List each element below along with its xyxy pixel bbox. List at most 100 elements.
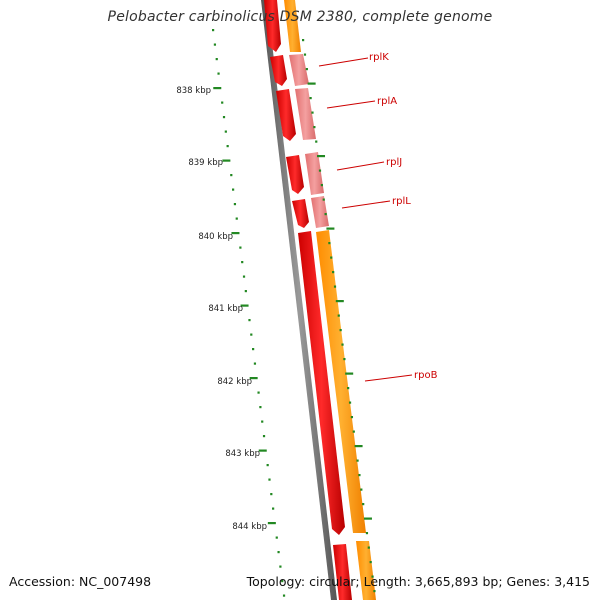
minor-tick xyxy=(261,420,264,423)
minor-tick xyxy=(365,532,369,535)
minor-tick xyxy=(224,130,227,133)
major-tick xyxy=(317,155,326,158)
major-tick xyxy=(267,522,276,525)
minor-tick xyxy=(313,126,316,129)
feature-block-rplL xyxy=(311,196,329,228)
major-tick xyxy=(363,517,372,520)
minor-tick xyxy=(332,271,335,274)
cds-arrow-rplJ xyxy=(286,155,304,194)
minor-tick xyxy=(235,217,238,220)
minor-tick xyxy=(333,285,337,288)
minor-tick xyxy=(212,29,215,32)
minor-tick xyxy=(341,343,344,346)
minor-tick xyxy=(330,256,333,259)
minor-tick xyxy=(348,401,352,404)
minor-tick xyxy=(244,290,247,293)
accession-text: Accession: NC_007498 xyxy=(9,574,152,589)
major-tick xyxy=(231,232,240,235)
cds-arrow xyxy=(333,544,352,600)
major-tick xyxy=(213,87,222,90)
major-tick xyxy=(354,445,363,448)
ruler-ticks-outer xyxy=(302,39,376,593)
leader-line-rplA xyxy=(326,100,376,109)
minor-tick xyxy=(358,474,361,477)
minor-tick xyxy=(282,594,286,597)
map-title: Pelobacter carbinolicus DSM 2380, comple… xyxy=(107,9,493,25)
feature-block-rplA xyxy=(295,88,316,140)
ruler-label: 840 kbp xyxy=(198,232,233,242)
minor-tick xyxy=(343,358,346,361)
leader-line-rplJ xyxy=(336,161,385,171)
minor-tick xyxy=(281,580,284,583)
major-tick xyxy=(307,82,316,85)
minor-tick xyxy=(360,488,363,491)
ruler-label: 841 kbp xyxy=(208,304,243,314)
minor-tick xyxy=(324,213,327,216)
minor-tick xyxy=(217,72,220,75)
minor-tick xyxy=(339,329,342,332)
minor-tick xyxy=(362,503,365,506)
genome-summary-text: Topology: circular; Length: 3,665,893 bp… xyxy=(246,574,590,589)
minor-tick xyxy=(253,362,257,365)
minor-tick xyxy=(233,203,237,206)
minor-tick xyxy=(352,430,355,433)
major-tick xyxy=(240,304,249,307)
minor-tick xyxy=(257,391,260,394)
leader-line-rplK xyxy=(318,57,369,67)
cds-arrow xyxy=(264,0,281,52)
minor-tick xyxy=(318,169,322,172)
minor-tick xyxy=(369,561,372,564)
major-tick xyxy=(335,300,344,303)
gene-label-rplL: rplL xyxy=(392,196,411,207)
cds-arrow-rplL xyxy=(292,199,309,228)
minor-tick xyxy=(215,58,218,61)
minor-tick xyxy=(226,145,229,148)
minor-tick xyxy=(241,261,244,264)
ruler-label: 838 kbp xyxy=(176,86,211,96)
feature-block-rplJ xyxy=(305,152,324,195)
minor-tick xyxy=(213,43,217,46)
major-tick xyxy=(345,372,354,375)
gene-track-segment xyxy=(356,541,376,600)
gene-track-rpoB xyxy=(316,230,366,533)
ruler-ticks-inner xyxy=(212,29,286,597)
minor-tick xyxy=(337,314,340,317)
cds-arrow-rplA xyxy=(276,89,296,141)
minor-tick xyxy=(302,39,305,42)
minor-tick xyxy=(248,319,251,322)
minor-tick xyxy=(242,275,246,278)
minor-tick xyxy=(315,140,318,143)
minor-tick xyxy=(367,546,370,549)
minor-tick xyxy=(222,116,226,119)
gene-label-rpoB: rpoB xyxy=(414,370,438,381)
minor-tick xyxy=(272,507,275,510)
minor-tick xyxy=(303,53,307,56)
minor-tick xyxy=(268,478,271,481)
minor-tick xyxy=(309,97,312,100)
minor-tick xyxy=(262,435,266,438)
minor-tick xyxy=(311,111,314,114)
minor-tick xyxy=(322,198,325,201)
minor-tick xyxy=(305,68,308,71)
major-tick xyxy=(326,227,335,230)
minor-tick xyxy=(266,464,269,467)
gene-track-segment xyxy=(284,0,301,52)
ruler-label: 843 kbp xyxy=(225,449,260,459)
minor-tick xyxy=(259,406,262,409)
minor-tick xyxy=(250,333,253,336)
minor-tick xyxy=(350,416,354,419)
minor-tick xyxy=(279,565,282,568)
backbone-ring xyxy=(261,0,337,600)
ruler-label: 842 kbp xyxy=(217,377,252,387)
minor-tick xyxy=(356,459,359,462)
minor-tick xyxy=(328,242,331,245)
gene-label-rplA: rplA xyxy=(377,96,397,107)
minor-tick xyxy=(270,493,273,496)
minor-tick xyxy=(239,246,242,249)
gene-label-rplK: rplK xyxy=(369,52,389,63)
minor-tick xyxy=(221,101,224,104)
ruler-label: 844 kbp xyxy=(232,522,267,532)
gene-label-rplJ: rplJ xyxy=(386,157,402,168)
minor-tick xyxy=(275,536,278,539)
